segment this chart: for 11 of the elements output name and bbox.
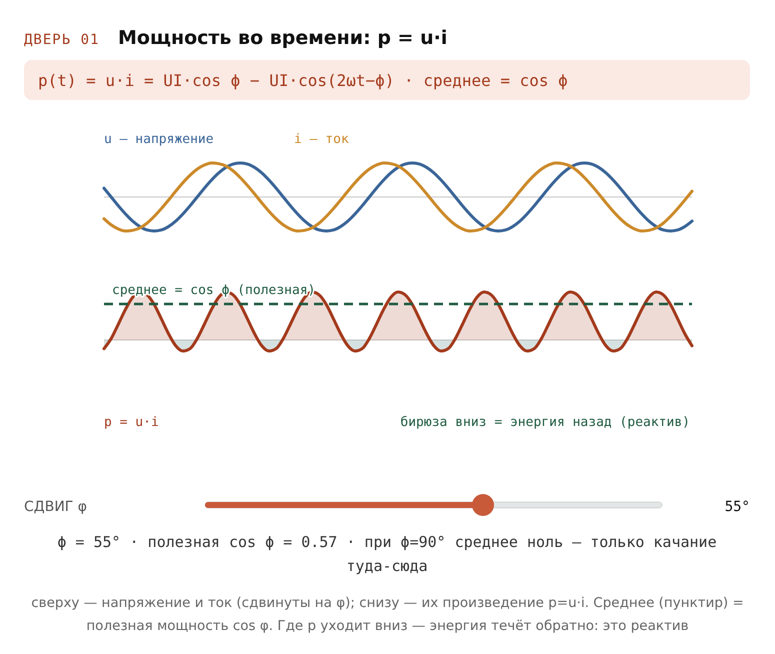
text: ДВЕРЬ 01 xyxy=(24,32,100,48)
text: бирюза вниз = энергия назад (реактив) xyxy=(400,415,690,430)
series-label: u — напряжение xyxy=(104,132,214,147)
chart-title: Мощность во времени: p = u·i xyxy=(118,27,448,49)
chart-subtitle: p(t) = u·i = UI·cos ϕ − UI·cos(2ωt−ϕ) · среднее = cos ϕ xyxy=(38,71,568,90)
text: ϕ = 55° · полезная cos ϕ = 0.57 · при ϕ=90° среднее ноль — только качание туда-сюда xyxy=(56,532,718,577)
text: сверху — напряжение и ток (сдвинуты на φ); снизу — их произведение p=u·i. Среднее (пунктир) = полезная мощность cos φ. Где p уходит вниз — энергия течёт обратно: это реактив xyxy=(30,594,745,636)
text: i — ток xyxy=(294,132,349,147)
text: 55° xyxy=(724,499,750,515)
text: СДВИГ φ xyxy=(24,499,88,515)
text: p = u·i xyxy=(104,415,159,430)
